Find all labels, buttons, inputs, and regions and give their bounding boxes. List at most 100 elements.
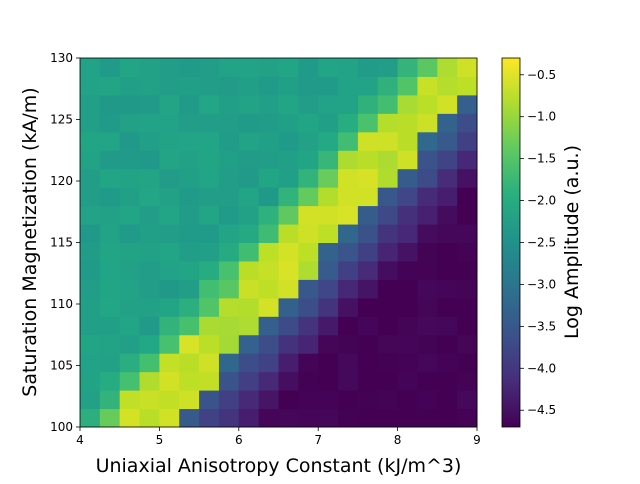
heatmap-cell	[238, 297, 260, 317]
heatmap-cell	[218, 408, 240, 428]
heatmap-cell	[457, 150, 478, 170]
heatmap-cell	[199, 353, 220, 373]
heatmap-cell	[298, 297, 319, 317]
heatmap-cell	[437, 334, 458, 354]
heatmap-cell	[139, 316, 160, 336]
heatmap-cell	[318, 205, 339, 225]
heatmap-cell	[417, 260, 438, 280]
heatmap-cell	[397, 353, 418, 373]
heatmap-cell	[457, 390, 478, 410]
heatmap-cell	[119, 408, 141, 428]
heatmap-cell	[338, 334, 359, 354]
heatmap-cell	[318, 279, 339, 299]
heatmap-cell	[397, 58, 418, 77]
heatmap-cell	[159, 131, 180, 151]
heatmap-cell	[99, 224, 121, 243]
heatmap-cell	[397, 113, 418, 133]
heatmap-cell	[139, 371, 160, 391]
heatmap-cell	[258, 353, 279, 373]
heatmap-cell	[199, 316, 220, 336]
heatmap-cell	[238, 242, 260, 262]
heatmap-cell	[357, 242, 379, 262]
heatmap-cell	[417, 316, 438, 336]
heatmap-cell	[99, 187, 121, 207]
heatmap-cell	[437, 390, 458, 410]
heatmap-cell	[99, 94, 121, 114]
heatmap-cell	[298, 371, 319, 391]
heatmap-cell	[139, 390, 160, 410]
heatmap-cell	[417, 131, 438, 151]
heatmap-cell	[417, 224, 438, 243]
heatmap-cell	[437, 150, 458, 170]
heatmap-cell	[377, 113, 399, 133]
heatmap-cell	[159, 371, 180, 391]
heatmap-cell	[338, 316, 359, 336]
heatmap-cell	[397, 76, 418, 96]
colorbar-axis: −0.5 −1.0 −1.5 −2.0 −2.5 −3.0 −3.5 −4.0 −4.5	[520, 68, 556, 417]
heatmap-cell	[99, 76, 121, 96]
heatmap-cell	[318, 187, 339, 207]
heatmap-cell	[119, 316, 141, 336]
heatmap-cell	[119, 334, 141, 354]
heatmap-cell	[258, 168, 279, 188]
heatmap-cell	[199, 408, 220, 428]
heatmap-cell	[119, 371, 141, 391]
heatmap-cell	[357, 205, 379, 225]
heatmap-cell	[159, 58, 180, 77]
heatmap-cell	[80, 390, 101, 410]
heatmap-cell	[99, 334, 121, 354]
colorbar	[501, 57, 521, 428]
heatmap-cell	[338, 279, 359, 299]
colorbar-label: Log Amplitude (a.u.)	[561, 145, 583, 339]
heatmap-cell	[417, 408, 438, 428]
heatmap-cell	[159, 390, 180, 410]
heatmap-cell	[218, 187, 240, 207]
heatmap-cell	[377, 224, 399, 243]
heatmap-cell	[179, 242, 200, 262]
heatmap-cell	[238, 353, 260, 373]
heatmap-cell	[218, 58, 240, 77]
heatmap-cell	[199, 131, 220, 151]
heatmap-cell	[417, 58, 438, 77]
heatmap-cell	[457, 408, 478, 428]
heatmap-cell	[159, 279, 180, 299]
heatmap-cell	[278, 76, 299, 96]
y-tick-label: 105	[50, 359, 73, 373]
heatmap-cell	[238, 205, 260, 225]
heatmap-cell	[437, 113, 458, 133]
heatmap-cell	[159, 334, 180, 354]
heatmap-cell	[179, 353, 200, 373]
heatmap-cell	[119, 353, 141, 373]
colorbar-tick-label: −4.0	[527, 361, 556, 375]
heatmap-cell	[357, 390, 379, 410]
heatmap-cell	[377, 279, 399, 299]
heatmap-cell	[179, 168, 200, 188]
heatmap-cell	[318, 242, 339, 262]
heatmap-cell	[258, 297, 279, 317]
heatmap-cell	[298, 260, 319, 280]
heatmap-cell	[357, 58, 379, 77]
colorbar-tick-label: −1.5	[527, 152, 556, 166]
heatmap-cell	[457, 131, 478, 151]
heatmap-cell	[139, 408, 160, 428]
heatmap-cell	[179, 297, 200, 317]
heatmap-cell	[80, 94, 101, 114]
heatmap-cell	[199, 334, 220, 354]
heatmap-cell	[437, 279, 458, 299]
heatmap-cell	[258, 224, 279, 243]
heatmap-cell	[397, 297, 418, 317]
heatmap-cell	[298, 94, 319, 114]
x-tick-label: 5	[156, 433, 164, 447]
heatmap-cell	[258, 316, 279, 336]
heatmap-cell	[238, 113, 260, 133]
heatmap-cell	[338, 58, 359, 77]
heatmap-cell	[437, 297, 458, 317]
heatmap-cell	[298, 113, 319, 133]
y-axis-label: Saturation Magnetization (kA/m)	[19, 87, 41, 396]
heatmap-cell	[397, 242, 418, 262]
heatmap-cell	[199, 279, 220, 299]
heatmap-cell	[437, 224, 458, 243]
heatmap-cell	[338, 224, 359, 243]
heatmap-cell	[457, 279, 478, 299]
